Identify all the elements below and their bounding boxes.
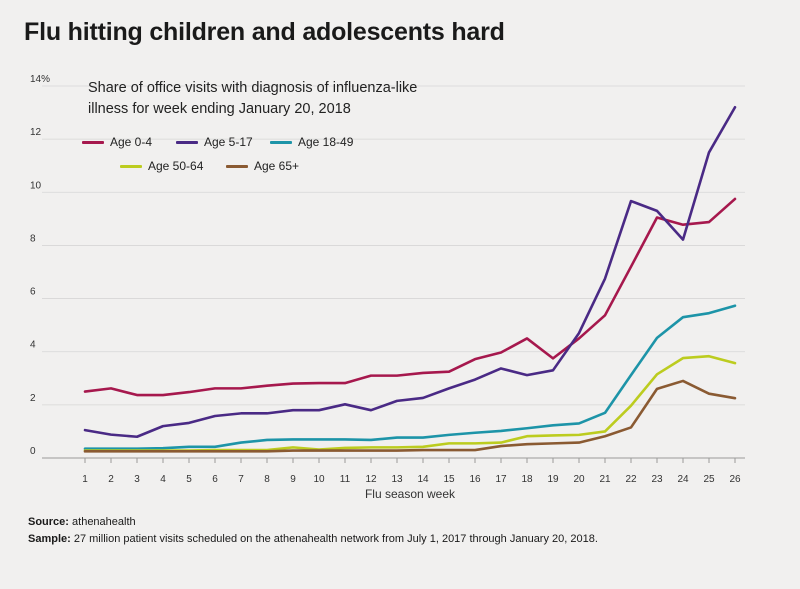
sample-text: 27 million patient visits scheduled on t… [70,533,598,545]
source-label: Source: [28,516,69,528]
x-tick-label: 14 [417,474,429,485]
legend-label-age-65-plus: Age 65+ [254,159,300,173]
x-tick-label: 19 [547,474,559,485]
series-line-age-65- [83,379,737,453]
x-tick-label: 15 [443,474,455,485]
x-tick-label: 18 [521,474,533,485]
y-axis-ticks: 0 2 4 6 8 10 12 14% [30,74,50,457]
series-lines [83,105,737,453]
series-line-age-0-4 [83,197,737,397]
x-tick-label: 10 [313,474,325,485]
x-tick-label: 17 [495,474,507,485]
x-tick-label: 24 [677,474,689,485]
y-tick-label: 0 [30,446,36,457]
legend-item-age-18-49: Age 18-49 [270,135,353,149]
x-tick-label: 25 [703,474,715,485]
legend-swatch-age-0-4 [82,140,104,144]
y-tick-label: 4 [30,340,36,351]
series-line-age-5-17 [83,105,737,439]
y-tick-label: 6 [30,287,36,298]
x-tick-label: 5 [186,474,192,485]
x-axis-title: Flu season week [365,487,456,501]
legend-swatch-age-65-plus [226,164,248,168]
x-tick-label: 21 [599,474,611,485]
x-tick-label: 2 [108,474,114,485]
y-tick-label: 12 [30,127,42,138]
series-line-age-18-49 [83,304,737,451]
legend-item-age-5-17: Age 5-17 [176,135,253,149]
x-axis-ticks: 1 2 3 4 5 6 7 8 9 10 11 12 13 14 15 16 17 18 19 20 21 22 23 24 2… [82,458,741,485]
legend-item-age-65-plus: Age 65+ [226,159,299,173]
x-tick-label: 6 [212,474,218,485]
x-tick-label: 20 [573,474,585,485]
source-note: Source: athenahealth [28,516,136,528]
legend-label-age-0-4: Age 0-4 [110,135,153,149]
y-tick-label: 8 [30,233,36,244]
x-tick-label: 8 [264,474,270,485]
y-tick-label: 2 [30,393,36,404]
x-tick-label: 22 [625,474,637,485]
legend-swatch-age-18-49 [270,140,292,144]
legend-swatch-age-5-17 [176,140,198,144]
y-tick-label: 10 [30,180,42,191]
sample-label: Sample: [28,533,71,545]
source-text: athenahealth [68,516,136,528]
sample-note: Sample: 27 million patient visits schedu… [28,533,598,545]
x-tick-label: 3 [134,474,140,485]
x-tick-label: 11 [340,474,351,485]
x-tick-label: 26 [729,474,741,485]
chart-subtitle: Share of office visits with diagnosis of… [88,80,418,117]
x-tick-label: 1 [82,474,88,485]
x-tick-label: 13 [391,474,403,485]
x-tick-label: 16 [469,474,481,485]
chart-title: Flu hitting children and adolescents har… [24,18,505,46]
legend-swatch-age-50-64 [120,164,142,168]
legend-label-age-5-17: Age 5-17 [204,135,253,149]
legend-label-age-18-49: Age 18-49 [298,135,354,149]
x-tick-label: 7 [238,474,244,485]
gridlines [42,85,745,459]
x-tick-label: 4 [160,474,166,485]
legend-item-age-0-4: Age 0-4 [82,135,152,149]
legend-item-age-50-64: Age 50-64 [120,159,203,173]
legend-label-age-50-64: Age 50-64 [148,159,204,173]
x-tick-label: 9 [290,474,296,485]
x-tick-label: 23 [651,474,663,485]
y-tick-label: 14% [30,74,50,85]
x-tick-label: 12 [365,474,377,485]
